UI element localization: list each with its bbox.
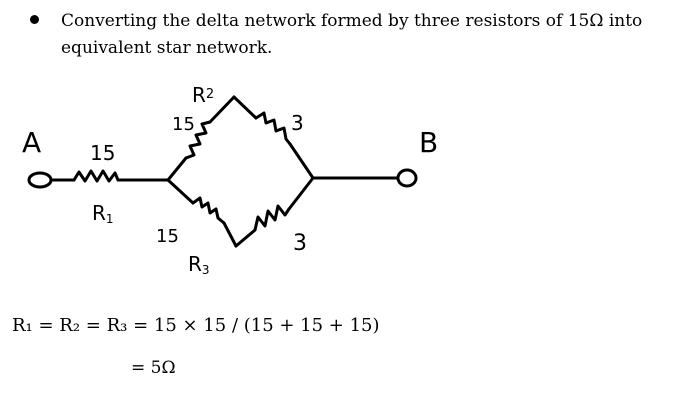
wire-ur-1 — [232, 95, 258, 120]
resistor-r1 — [72, 169, 120, 183]
formula-line: R₁ = R₂ = R₃ = 15 × 15 / (15 + 15 + 15) — [12, 315, 380, 336]
terminal-a-node — [27, 171, 53, 189]
bullet-icon — [30, 15, 39, 24]
intro-text: Converting the delta network formed by t… — [61, 11, 643, 58]
r2-name-label: R2 — [192, 83, 214, 107]
lower-right-value-label: 3 — [293, 231, 307, 256]
r1-subscript: 1 — [106, 212, 114, 226]
wire-ll-2 — [222, 221, 238, 248]
r1-name-label: R1 — [92, 201, 114, 226]
r3-name-label: R3 — [188, 252, 210, 277]
wire-ll-1 — [166, 178, 195, 205]
upper-right-value-label: 3 — [291, 111, 304, 135]
wire-lr-1 — [234, 228, 257, 248]
upper-left-value-label: 15 — [172, 114, 195, 135]
wire-ul-2 — [208, 95, 236, 124]
circuit-diagram: A B 15 R1 R2 15 3 15 3 R3 — [22, 83, 438, 277]
lower-left-value-label: 15 — [156, 226, 179, 247]
terminal-a-label: A — [22, 126, 41, 159]
resistor-upper-left — [184, 120, 212, 160]
terminal-b-label: B — [419, 126, 438, 159]
resistor-lower-left — [191, 196, 226, 225]
r3-subscript: 3 — [202, 263, 210, 277]
r2-subscript: 2 — [206, 87, 214, 102]
resistor-lower-right — [253, 204, 291, 232]
wire-ul-1 — [166, 156, 188, 182]
r1-name-letter: R — [92, 201, 106, 225]
wire-ur-2 — [288, 142, 315, 180]
result-line: = 5Ω — [131, 358, 176, 378]
r1-value-label: 15 — [90, 141, 115, 165]
resistor-upper-right — [254, 111, 292, 146]
r3-name-letter: R — [188, 252, 202, 276]
wire-lr-2 — [287, 176, 315, 211]
terminal-b-node — [396, 168, 418, 188]
r2-name-letter: R — [192, 83, 206, 107]
